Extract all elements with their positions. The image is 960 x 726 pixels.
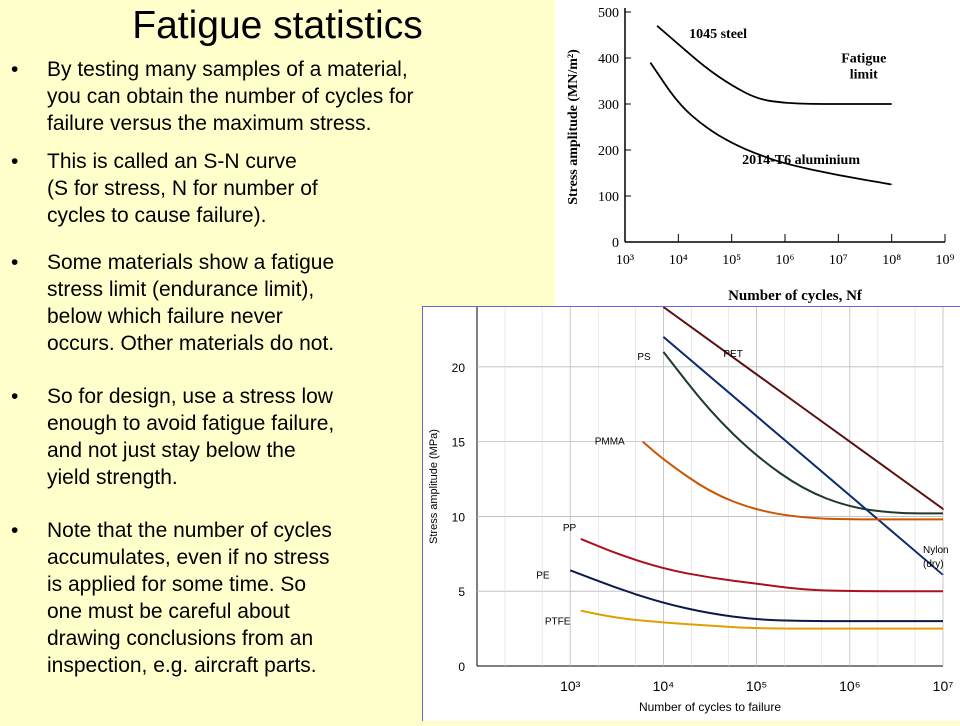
- x-tick-label: 10³: [560, 678, 581, 694]
- y-tick-label: 20: [452, 361, 466, 375]
- y-tick-label: 300: [598, 98, 619, 113]
- x-tick-label: 10⁶: [776, 253, 795, 268]
- x-tick-label: 10⁴: [669, 253, 688, 268]
- series-line: [580, 609, 943, 630]
- bullet-item: • By testing many samples of a material,…: [11, 56, 414, 137]
- series-line: [580, 537, 943, 593]
- series-label: PTFE: [545, 617, 571, 628]
- series-line: [662, 351, 943, 515]
- bullet-dot: •: [11, 150, 19, 173]
- series-line: [662, 306, 944, 510]
- bullet-dot: •: [11, 385, 19, 408]
- y-tick-label: 200: [598, 144, 619, 159]
- y-tick-label: 500: [598, 6, 619, 21]
- series-label: 2014-T6 aluminium: [742, 153, 860, 168]
- bullet-dot: •: [11, 58, 19, 81]
- series-label: 1045 steel: [689, 27, 747, 42]
- steel-aluminium-sn-chart: 0 100 200 300 400 500 10³ 10⁴ 10⁵ 10⁶ 10⁷ 10⁸ 10⁹ Num…: [555, 0, 960, 312]
- bullet-item: • Note that the number of cycles accumul…: [11, 517, 332, 679]
- x-tick-label: 10⁵: [746, 678, 767, 694]
- series-label: PMMA: [595, 437, 625, 448]
- series-line: [569, 569, 943, 623]
- series-line: [642, 440, 943, 521]
- y-axis-label: Stress amplitude (MPa): [428, 429, 440, 544]
- bullet-text: This is called an S-N curve (S for stres…: [47, 150, 318, 227]
- series-label: Nylon (dry): [923, 545, 949, 570]
- y-tick-label: 400: [598, 52, 619, 67]
- series-label: PE: [536, 570, 550, 581]
- x-tick-label: 10⁷: [933, 678, 954, 694]
- bullet-dot: •: [11, 251, 19, 274]
- bullet-item: • This is called an S-N curve (S for str…: [11, 148, 318, 229]
- series-line: [656, 25, 892, 105]
- x-axis-label: Number of cycles, Nf: [728, 288, 863, 304]
- bullet-text: Some materials show a fatigue stress lim…: [47, 251, 335, 355]
- y-tick-label: 5: [458, 585, 465, 599]
- y-tick-label: 15: [452, 436, 466, 450]
- bullet-text: So for design, use a stress low enough t…: [47, 385, 335, 489]
- bullet-text: Note that the number of cycles accumulat…: [47, 519, 332, 677]
- slide-title: Fatigue statistics: [132, 4, 423, 47]
- chart-svg-top: 0 100 200 300 400 500 10³ 10⁴ 10⁵ 10⁶ 10⁷ 10⁸ 10⁹ Num…: [566, 6, 955, 304]
- series-label: PET: [723, 349, 742, 360]
- series-line: [662, 336, 944, 576]
- x-tick-label: 10⁴: [653, 678, 675, 694]
- polymer-sn-chart: 0 5 10 15 20 10³ 10⁴ 10⁵ 10⁶ 10⁷ Number of cycles …: [422, 306, 960, 721]
- series-line: [649, 62, 892, 186]
- annotation-fatigue-limit: Fatigue limit: [841, 52, 886, 83]
- x-tick-label: 10³: [616, 253, 634, 268]
- y-tick-label: 10: [452, 510, 466, 524]
- bullet-item: • So for design, use a stress low enough…: [11, 383, 335, 491]
- y-tick-label: 100: [598, 190, 619, 205]
- chart-svg-bottom: 0 5 10 15 20 10³ 10⁴ 10⁵ 10⁶ 10⁷ Number of cycles …: [428, 306, 954, 714]
- x-tick-label: 10⁵: [722, 253, 741, 268]
- x-tick-label: 10⁷: [829, 253, 848, 268]
- x-tick-label: 10⁹: [936, 253, 955, 268]
- x-axis-label: Number of cycles to failure: [639, 700, 781, 714]
- bullet-text: By testing many samples of a material, y…: [47, 58, 414, 135]
- bullet-item: • Some materials show a fatigue stress l…: [11, 249, 335, 357]
- series-label: PP: [563, 523, 577, 534]
- x-tick-label: 10⁶: [839, 678, 860, 694]
- series-label: PS: [637, 352, 651, 363]
- y-tick-label: 0: [458, 660, 465, 674]
- y-axis-label: Stress amplitude (MN/m²): [566, 49, 581, 205]
- y-tick-label: 0: [612, 236, 619, 251]
- x-tick-label: 10⁸: [882, 253, 901, 268]
- bullet-dot: •: [11, 519, 19, 542]
